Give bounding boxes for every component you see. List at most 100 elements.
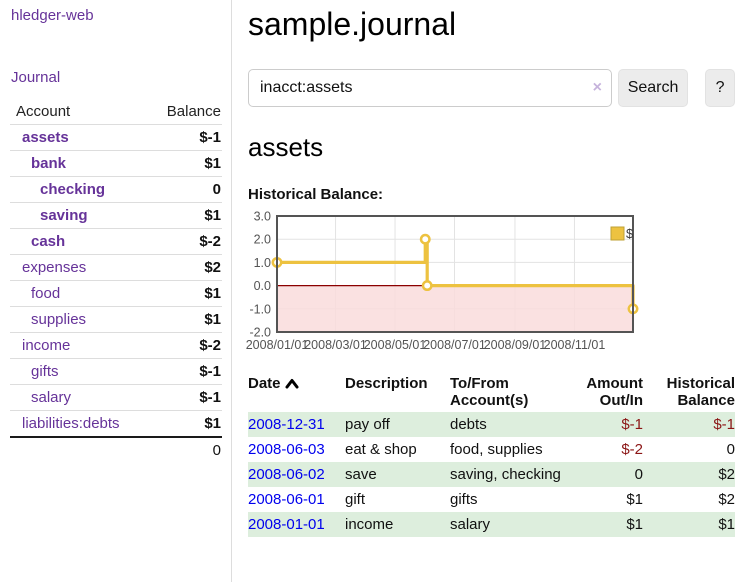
account-link-expenses[interactable]: expenses <box>22 259 87 276</box>
accounts-total-balance: 0 <box>146 436 222 463</box>
transaction-description: income <box>345 516 394 533</box>
svg-text:3.0: 3.0 <box>254 210 271 224</box>
transaction-balance: $1 <box>718 516 735 533</box>
account-balance: $1 <box>146 150 222 177</box>
transaction-accounts: gifts <box>450 491 478 508</box>
svg-text:0.0: 0.0 <box>254 279 271 293</box>
account-balance: $-1 <box>146 124 222 151</box>
chart-heading: Historical Balance: <box>248 186 384 203</box>
transaction-date-link[interactable]: 2008-06-02 <box>248 466 325 483</box>
transaction-date-link[interactable]: 2008-12-31 <box>248 416 325 433</box>
account-row-checking: checking 0 <box>10 176 222 203</box>
transaction-amount: $1 <box>626 516 643 533</box>
transaction-row: 2008-06-02 save saving, checking 0 $2 <box>248 462 735 487</box>
svg-text:-2.0: -2.0 <box>249 326 271 340</box>
accounts-column-header: To/From Account(s) <box>450 375 529 409</box>
account-link-checking[interactable]: checking <box>40 181 106 198</box>
svg-text:2008/03/01: 2008/03/01 <box>304 338 367 352</box>
account-row-bank: bank $1 <box>10 150 222 177</box>
search-form: × Search ? <box>248 69 735 107</box>
account-row-saving: saving $1 <box>10 202 222 229</box>
transaction-accounts: salary <box>450 516 491 533</box>
account-link-assets[interactable]: assets <box>22 129 69 146</box>
account-link-cash[interactable]: cash <box>31 233 66 250</box>
account-row-salary: salary $-1 <box>10 384 222 411</box>
account-link-food[interactable]: food <box>31 285 61 302</box>
transaction-description: pay off <box>345 416 390 433</box>
transaction-description: gift <box>345 491 366 508</box>
svg-text:$: $ <box>626 226 634 241</box>
transaction-date-link[interactable]: 2008-01-01 <box>248 516 325 533</box>
transaction-amount: $1 <box>626 491 643 508</box>
account-balance: $-1 <box>146 384 222 411</box>
account-link-liabilities-debts[interactable]: liabilities:debts <box>22 415 120 432</box>
transaction-description: eat & shop <box>345 441 417 458</box>
account-link-income[interactable]: income <box>22 337 71 354</box>
date-column-header[interactable]: Date <box>248 372 345 412</box>
transaction-date-link[interactable]: 2008-06-01 <box>248 491 325 508</box>
account-row-expenses: expenses $2 <box>10 254 222 281</box>
account-link-gifts[interactable]: gifts <box>31 363 59 380</box>
svg-text:2008/07/01: 2008/07/01 <box>423 338 486 352</box>
svg-text:-1.0: -1.0 <box>249 302 271 316</box>
account-row-liabilities-debts: liabilities:debts $1 <box>10 410 222 437</box>
account-link-bank[interactable]: bank <box>31 155 67 172</box>
transaction-balance: $2 <box>718 466 735 483</box>
register-table: Date Description To/From Account(s) Amou… <box>248 372 735 537</box>
svg-text:2008/11/01: 2008/11/01 <box>544 338 606 352</box>
accounts-header-row: Account Balance <box>10 99 222 125</box>
journal-link[interactable]: Journal <box>11 69 61 86</box>
account-balance: $2 <box>146 254 222 281</box>
account-link-salary[interactable]: salary <box>31 389 72 406</box>
account-link-supplies[interactable]: supplies <box>31 311 87 328</box>
transaction-accounts: food, supplies <box>450 441 543 458</box>
transaction-balance: 0 <box>726 441 735 458</box>
sort-ascending-icon <box>285 376 299 393</box>
transaction-row: 2008-06-03 eat & shop food, supplies $-2… <box>248 437 735 462</box>
account-balance: $-2 <box>146 332 222 359</box>
transaction-row: 2008-01-01 income salary $1 $1 <box>248 512 735 537</box>
search-button[interactable]: Search <box>618 69 689 107</box>
svg-text:2008/05/01: 2008/05/01 <box>364 338 427 352</box>
help-button[interactable]: ? <box>705 69 735 107</box>
page-title: sample.journal <box>248 6 457 42</box>
balance-column-header: Balance <box>166 103 221 120</box>
transaction-amount: $-2 <box>621 441 643 458</box>
account-row-gifts: gifts $-1 <box>10 358 222 385</box>
account-row-assets: assets $-1 <box>10 124 222 151</box>
transaction-balance: $-1 <box>713 416 735 433</box>
transaction-accounts: debts <box>450 416 487 433</box>
svg-text:2008/09/01: 2008/09/01 <box>484 338 547 352</box>
account-row-supplies: supplies $1 <box>10 306 222 333</box>
sidebar: hledger-web Journal Account Balance asse… <box>0 0 232 582</box>
account-row-income: income $-2 <box>10 332 222 359</box>
transaction-balance: $2 <box>718 491 735 508</box>
account-balance: $1 <box>146 280 222 307</box>
account-balance: 0 <box>146 176 222 203</box>
transaction-description: save <box>345 466 377 483</box>
balance-column-header: Historical Balance <box>666 375 735 409</box>
transaction-date-link[interactable]: 2008-06-03 <box>248 441 325 458</box>
transaction-amount: 0 <box>634 466 643 483</box>
clear-search-icon[interactable]: × <box>592 79 602 96</box>
description-column-header: Description <box>345 375 428 392</box>
transaction-accounts: saving, checking <box>450 466 561 483</box>
account-column-header: Account <box>16 103 71 120</box>
account-balance: $-2 <box>146 228 222 255</box>
amount-column-header: Amount Out/In <box>586 375 643 409</box>
account-balance: $1 <box>146 202 222 229</box>
accounts-total-row: 0 <box>10 436 222 463</box>
app-title[interactable]: hledger-web <box>11 7 94 24</box>
transaction-row: 2008-12-31 pay off debts $-1 $-1 <box>248 412 735 437</box>
register-header-row: Date Description To/From Account(s) Amou… <box>248 372 735 412</box>
svg-text:2008/01/01: 2008/01/01 <box>246 338 309 352</box>
accounts-balance-table: Account Balance assets $-1 bank $1 check… <box>10 99 222 463</box>
search-input[interactable] <box>248 69 612 107</box>
account-balance: $-1 <box>146 358 222 385</box>
historical-balance-chart: $3.0 2.0 1.0 0.0 -1.0 -2.0 2008/01/01 2008/03/0… <box>240 209 670 361</box>
account-balance: $1 <box>146 306 222 333</box>
svg-text:2.0: 2.0 <box>254 233 271 247</box>
account-row-cash: cash $-2 <box>10 228 222 255</box>
svg-text:1.0: 1.0 <box>254 256 271 270</box>
account-link-saving[interactable]: saving <box>40 207 88 224</box>
